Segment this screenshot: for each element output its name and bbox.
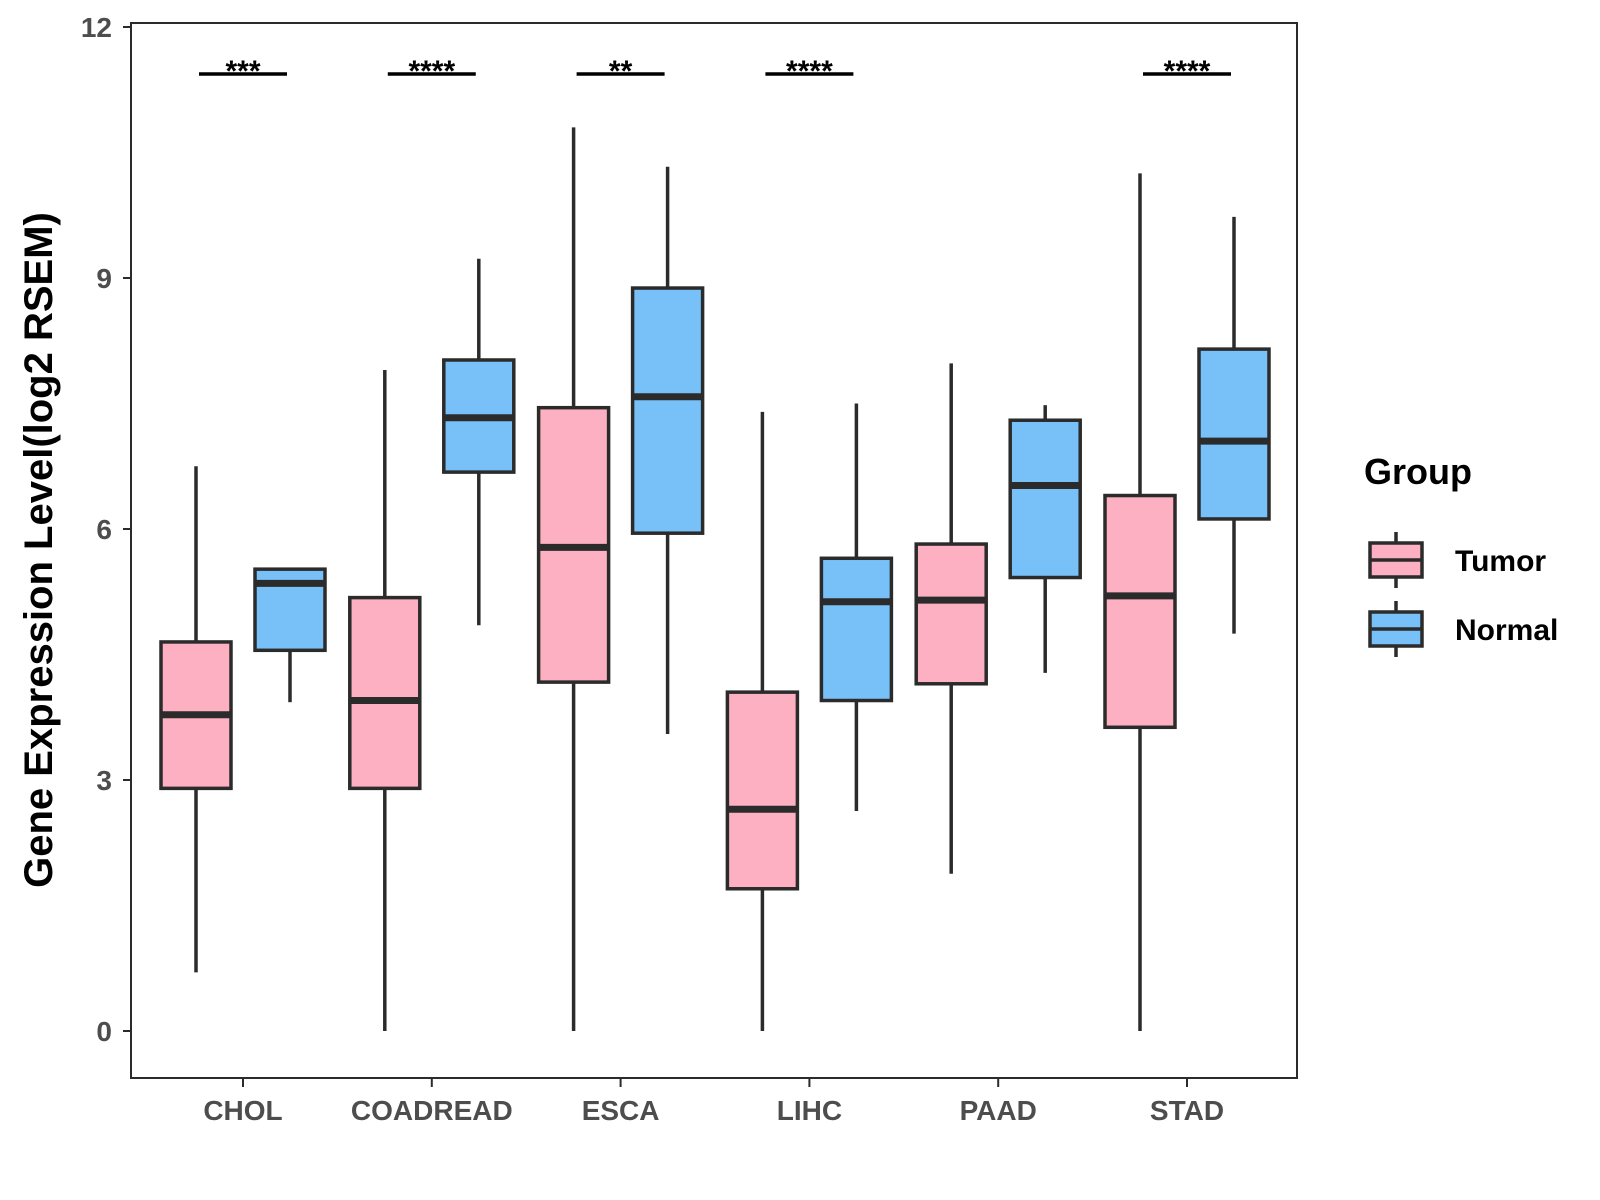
x-tick-label: LIHC [777,1095,842,1126]
iqr-box [1103,493,1177,730]
iqr-box [1008,418,1082,580]
iqr-box [348,595,422,791]
iqr-box [630,286,705,535]
box-tumor-lihc [725,411,800,1031]
significance-label: **** [408,55,455,88]
y-axis-label: Gene Expression Level(log2 RSEM) [17,212,61,888]
y-tick-label: 12 [81,12,112,43]
box-normal-coadread [442,258,516,626]
x-tick-label: ESCA [582,1095,660,1126]
box-tumor-coadread [348,370,422,1031]
box-normal-stad [1197,216,1271,634]
legend: Group Tumor Normal [1364,451,1558,657]
box-tumor-stad [1103,173,1177,1031]
plot-panel [130,22,1298,1079]
box-normal-esca [630,166,705,734]
x-tick-label: PAAD [960,1095,1037,1126]
y-tick-label: 3 [96,765,112,796]
y-axis: 0 3 6 9 12 [81,12,131,1047]
legend-key-normal [1368,601,1424,657]
iqr-box [1197,347,1271,521]
legend-title: Group [1364,451,1472,492]
iqr-box [819,556,894,703]
y-tick-label: 9 [96,263,112,294]
x-axis: CHOL COADREAD ESCA LIHC PAAD STAD [203,1078,1224,1126]
iqr-box [725,690,800,891]
significance-label: ** [609,55,633,88]
x-tick-label: COADREAD [351,1095,513,1126]
legend-key-tumor [1368,532,1424,588]
y-tick-label: 6 [96,514,112,545]
x-tick-label: CHOL [203,1095,282,1126]
box-tumor-chol [159,466,233,973]
significance-label: **** [786,55,833,88]
significance-label: *** [225,55,260,88]
significance-annotations: *** **** ** **** **** [199,55,1231,88]
box-tumor-paad [914,363,988,874]
box-normal-paad [1008,405,1082,673]
legend-label: Tumor [1455,545,1546,578]
box-tumor-esca [536,127,611,1031]
iqr-box [914,542,988,686]
box-normal-lihc [819,403,894,811]
boxes [159,127,1271,1031]
y-tick-label: 0 [96,1016,112,1047]
significance-label: **** [1164,55,1211,88]
x-tick-label: STAD [1150,1095,1224,1126]
legend-label: Normal [1455,614,1558,647]
box-normal-chol [253,567,327,703]
